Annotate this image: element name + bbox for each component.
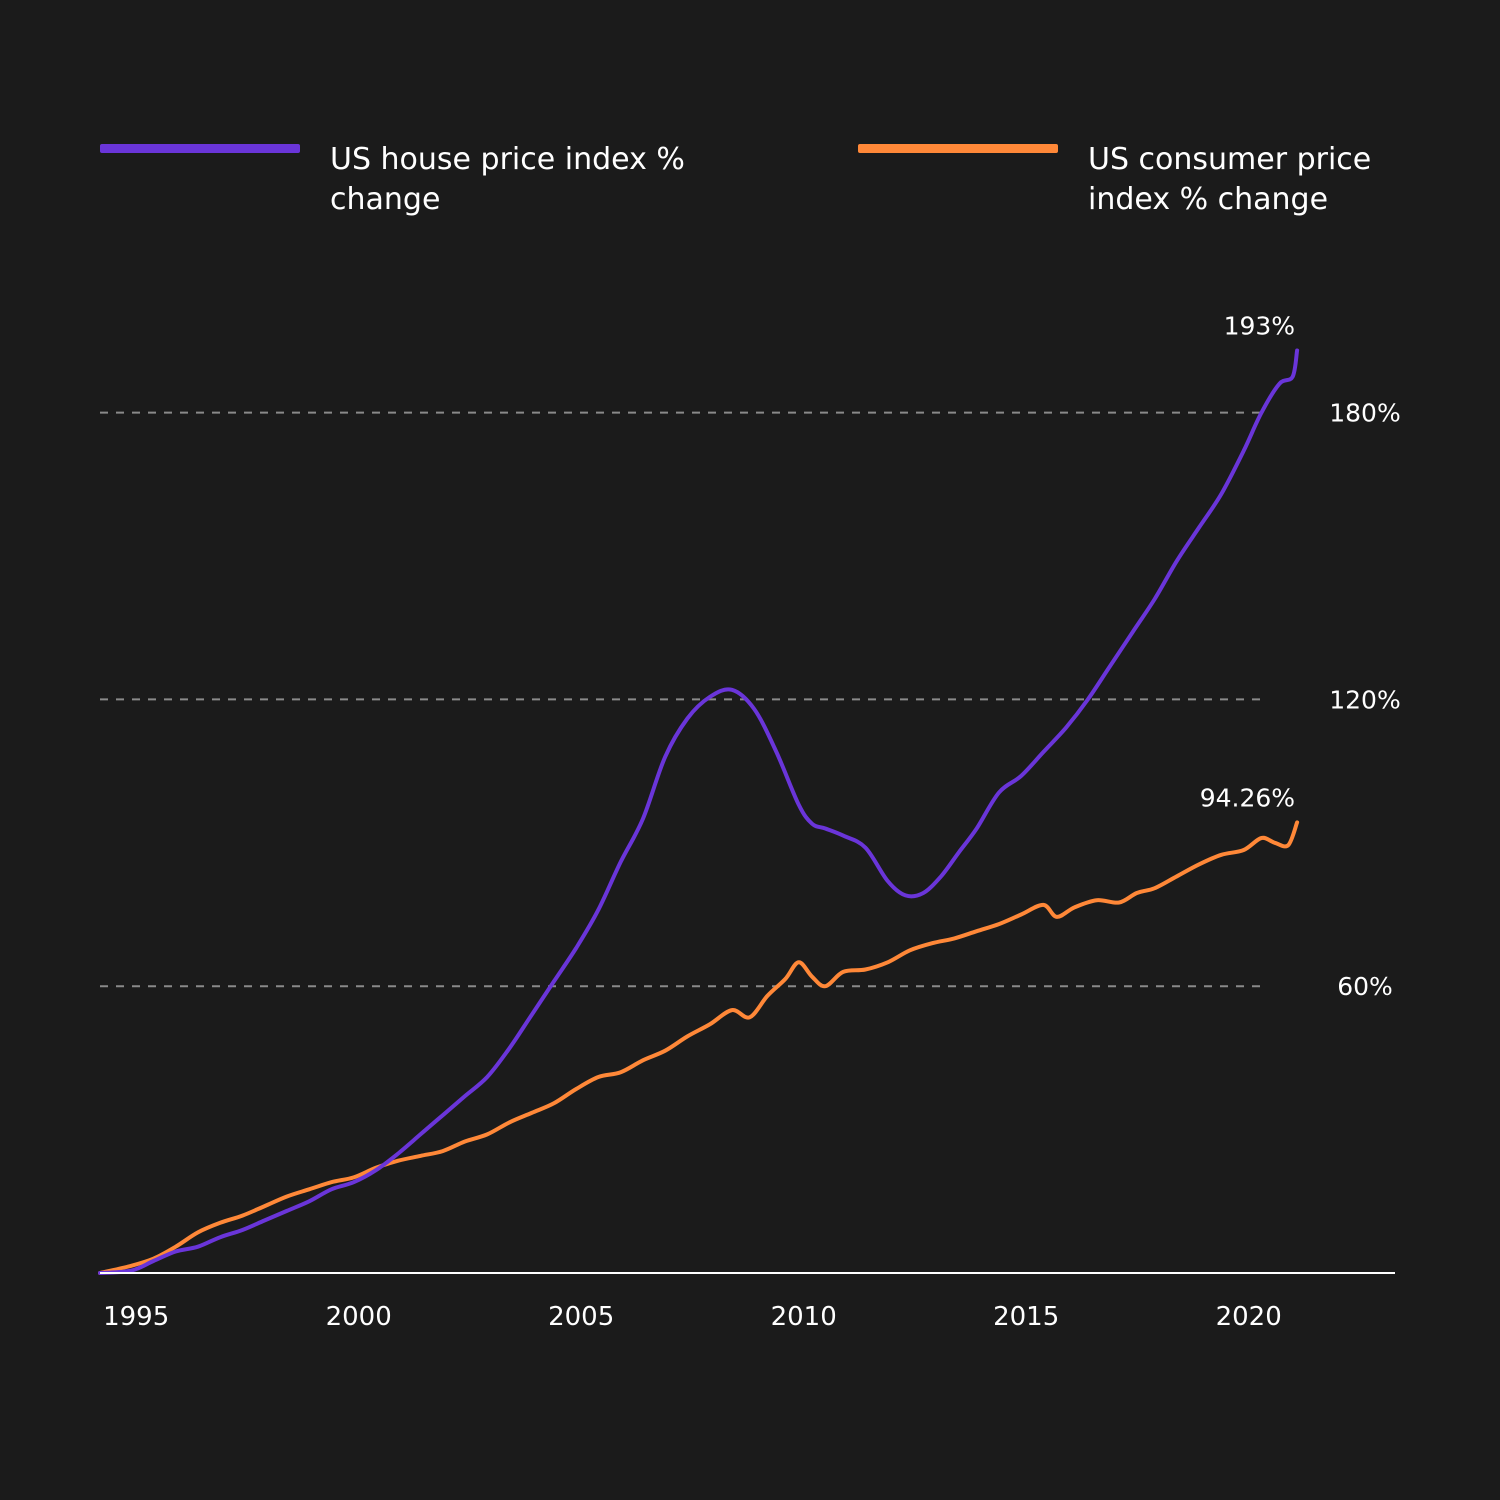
- y-tick-label-180: 180%: [1329, 399, 1400, 428]
- end-label-house-price: 193%: [1224, 311, 1295, 340]
- x-tick-label-2000: 2000: [326, 1302, 392, 1332]
- x-tick-label-2010: 2010: [771, 1302, 837, 1332]
- y-tick-label-120: 120%: [1329, 685, 1400, 714]
- series-lines: [98, 348, 1300, 1275]
- gridlines: [100, 411, 1268, 988]
- series-line-consumer-price: [98, 820, 1300, 1275]
- x-tick-label-2020: 2020: [1216, 1302, 1282, 1332]
- y-tick-label-60: 60%: [1337, 972, 1393, 1001]
- x-tick-label-2005: 2005: [548, 1302, 614, 1332]
- end-label-consumer-price: 94.26%: [1200, 783, 1295, 812]
- legend-swatch-house: [100, 144, 300, 153]
- series-line-house-price: [98, 348, 1300, 1275]
- legend-label-house: US house price index % change: [330, 142, 685, 217]
- x-tick-labels: 1995 2000 2005 2010 2015 2020: [103, 1302, 1282, 1332]
- y-tick-labels: 60% 120% 180%: [1329, 399, 1400, 1002]
- end-labels: 193% 94.26%: [1200, 311, 1295, 812]
- x-tick-label-1995: 1995: [103, 1302, 169, 1332]
- legend-swatch-cpi: [858, 144, 1058, 153]
- x-tick-label-2015: 2015: [993, 1302, 1059, 1332]
- legend-label-cpi: US consumer price index % change: [1088, 142, 1372, 217]
